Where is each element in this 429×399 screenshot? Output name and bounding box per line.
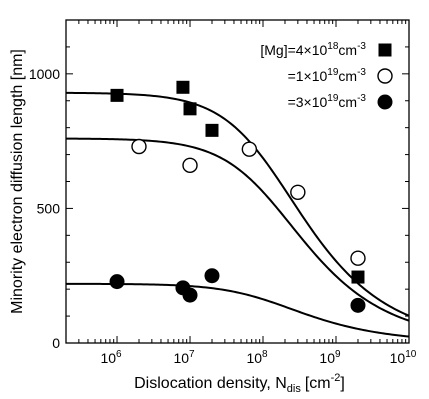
x-tick-exponent: 6 <box>116 349 122 360</box>
data-point <box>183 102 197 116</box>
x-tick-exponent: 10 <box>405 349 417 360</box>
legend-text: cm <box>338 68 357 84</box>
legend-text: =1×10 <box>288 68 328 84</box>
x-tick-base: 10 <box>246 350 262 366</box>
x-axis-label-subscript: dis <box>287 383 302 395</box>
legend-text: cm <box>338 42 357 58</box>
x-axis-label-end: ] <box>340 375 344 392</box>
data-point <box>351 270 365 284</box>
data-point <box>290 184 306 200</box>
x-tick-label: 106 <box>100 349 122 366</box>
data-point <box>350 250 366 266</box>
y-tick-label: 0 <box>52 335 60 351</box>
x-tick-label: 109 <box>319 349 341 366</box>
legend-label: =1×1019cm-3 <box>288 67 367 84</box>
legend-superscript: -3 <box>357 41 366 52</box>
data-point <box>110 88 124 102</box>
x-tick-label: 1010 <box>390 349 417 366</box>
legend-text: [Mg]=4×10 <box>260 42 327 58</box>
x-tick-label: 108 <box>246 349 268 366</box>
data-point <box>131 138 147 155</box>
data-points <box>109 80 366 313</box>
legend-superscript: -3 <box>357 67 366 78</box>
x-axis-label: Dislocation density, Ndis [cm-2] <box>134 372 345 395</box>
x-tick-exponent: 7 <box>189 349 195 360</box>
data-point <box>204 268 220 284</box>
data-point <box>182 157 198 174</box>
legend-label: =3×1019cm-3 <box>288 93 367 110</box>
legend-text: =3×10 <box>288 94 328 110</box>
data-point <box>176 80 190 94</box>
x-tick-base: 10 <box>390 350 406 366</box>
x-axis-label-superscript: -2 <box>331 372 341 384</box>
legend-superscript: 19 <box>327 67 339 78</box>
x-tick-exponent: 8 <box>262 349 268 360</box>
legend-superscript: -3 <box>357 93 366 104</box>
axis-labels: Dislocation density, Ndis [cm-2] Minority … <box>9 49 345 395</box>
legend-text: cm <box>338 94 357 110</box>
data-point <box>109 274 125 290</box>
x-tick-base: 10 <box>100 350 116 366</box>
x-tick-exponent: 9 <box>335 349 341 360</box>
data-point <box>350 297 366 313</box>
y-tick-label: 500 <box>37 200 61 216</box>
fit-curve <box>65 137 410 322</box>
x-tick-label: 107 <box>173 349 195 366</box>
legend-superscript: 19 <box>327 93 339 104</box>
legend-marker <box>377 68 393 84</box>
y-tick-label: 1000 <box>29 66 60 82</box>
data-point <box>205 123 219 137</box>
data-point <box>182 287 198 303</box>
y-axis-label: Minority electron diffusion length [nm] <box>9 49 26 314</box>
x-axis-label-main: Dislocation density, N <box>134 375 287 392</box>
legend-label: [Mg]=4×1018cm-3 <box>260 41 366 58</box>
x-tick-base: 10 <box>319 350 335 366</box>
legend-superscript: 18 <box>327 41 339 52</box>
x-tick-base: 10 <box>173 350 189 366</box>
x-axis-label-unit: [cm <box>305 375 331 392</box>
data-point <box>241 141 258 157</box>
legend: [Mg]=4×1018cm-3=1×1019cm-3=3×1019cm-3 <box>260 41 393 110</box>
legend-marker <box>377 94 393 110</box>
legend-marker <box>378 43 392 57</box>
